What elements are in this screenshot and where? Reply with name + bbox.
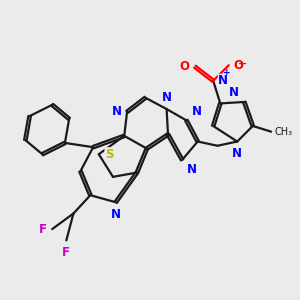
Text: S: S [105, 148, 113, 161]
Text: N: N [187, 163, 197, 176]
Text: O: O [180, 60, 190, 73]
Text: N: N [111, 208, 121, 221]
Text: N: N [111, 105, 122, 119]
Text: N: N [232, 147, 242, 160]
Text: N: N [162, 91, 172, 104]
Text: F: F [39, 223, 47, 236]
Text: N: N [229, 85, 239, 99]
Text: F: F [62, 246, 70, 259]
Text: −: − [238, 59, 247, 69]
Text: +: + [223, 68, 231, 77]
Text: N: N [191, 104, 202, 118]
Text: N: N [218, 74, 228, 87]
Text: O: O [234, 59, 244, 72]
Text: CH₃: CH₃ [274, 127, 292, 136]
